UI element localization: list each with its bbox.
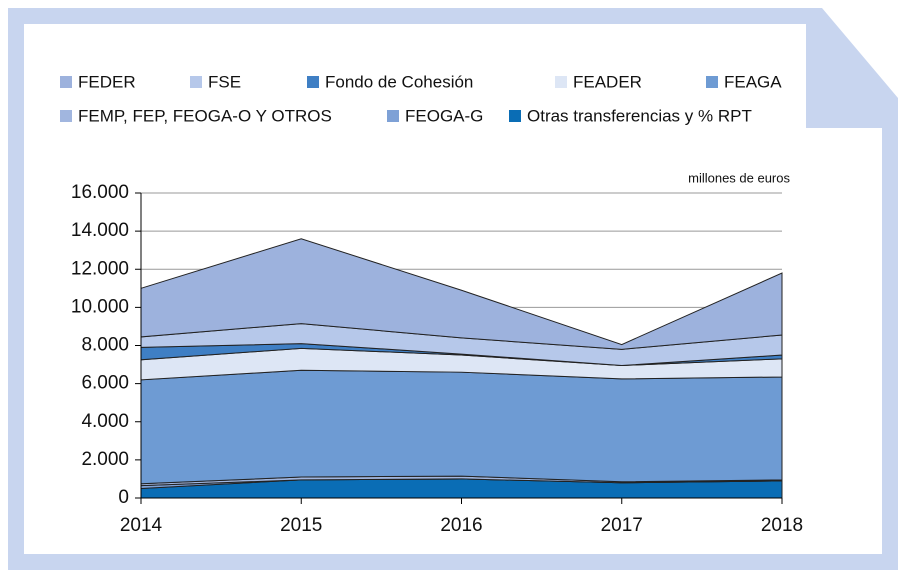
- legend-swatch: [387, 110, 399, 122]
- y-tick-label: 2.000: [81, 449, 129, 470]
- y-tick-label: 4.000: [81, 411, 129, 432]
- legend-label: Fondo de Cohesión: [325, 72, 473, 91]
- x-tick-label: 2014: [120, 515, 163, 536]
- legend-swatch: [555, 76, 567, 88]
- y-tick-label: 8.000: [81, 335, 129, 356]
- legend-label: Otras transferencias y % RPT: [527, 106, 752, 125]
- x-tick-label: 2017: [601, 515, 643, 536]
- legend-swatch: [706, 76, 718, 88]
- unit-note: millones de euros: [688, 170, 790, 185]
- y-tick-label: 10.000: [71, 296, 129, 317]
- legend-label: FEOGA-G: [405, 106, 483, 125]
- legend-label: FEAGA: [724, 72, 782, 91]
- y-tick-label: 14.000: [71, 220, 129, 241]
- legend-swatch: [307, 76, 319, 88]
- legend-swatch: [60, 110, 72, 122]
- y-tick-label: 6.000: [81, 373, 129, 394]
- y-tick-label: 12.000: [71, 258, 129, 279]
- legend-swatch: [60, 76, 72, 88]
- area: [140, 238, 783, 350]
- legend-label: FEDER: [78, 72, 136, 91]
- legend-label: FEADER: [573, 72, 642, 91]
- legend-swatch: [190, 76, 202, 88]
- area: [140, 369, 783, 485]
- x-tick-label: 2018: [761, 515, 803, 536]
- x-tick-label: 2016: [440, 515, 482, 536]
- legend-label: FEMP, FEP, FEOGA-O Y OTROS: [78, 106, 332, 125]
- legend-swatch: [509, 110, 521, 122]
- legend-label: FSE: [208, 72, 241, 91]
- y-tick-label: 16.000: [71, 182, 129, 203]
- y-tick-label: 0: [118, 487, 129, 508]
- x-tick-label: 2015: [280, 515, 322, 536]
